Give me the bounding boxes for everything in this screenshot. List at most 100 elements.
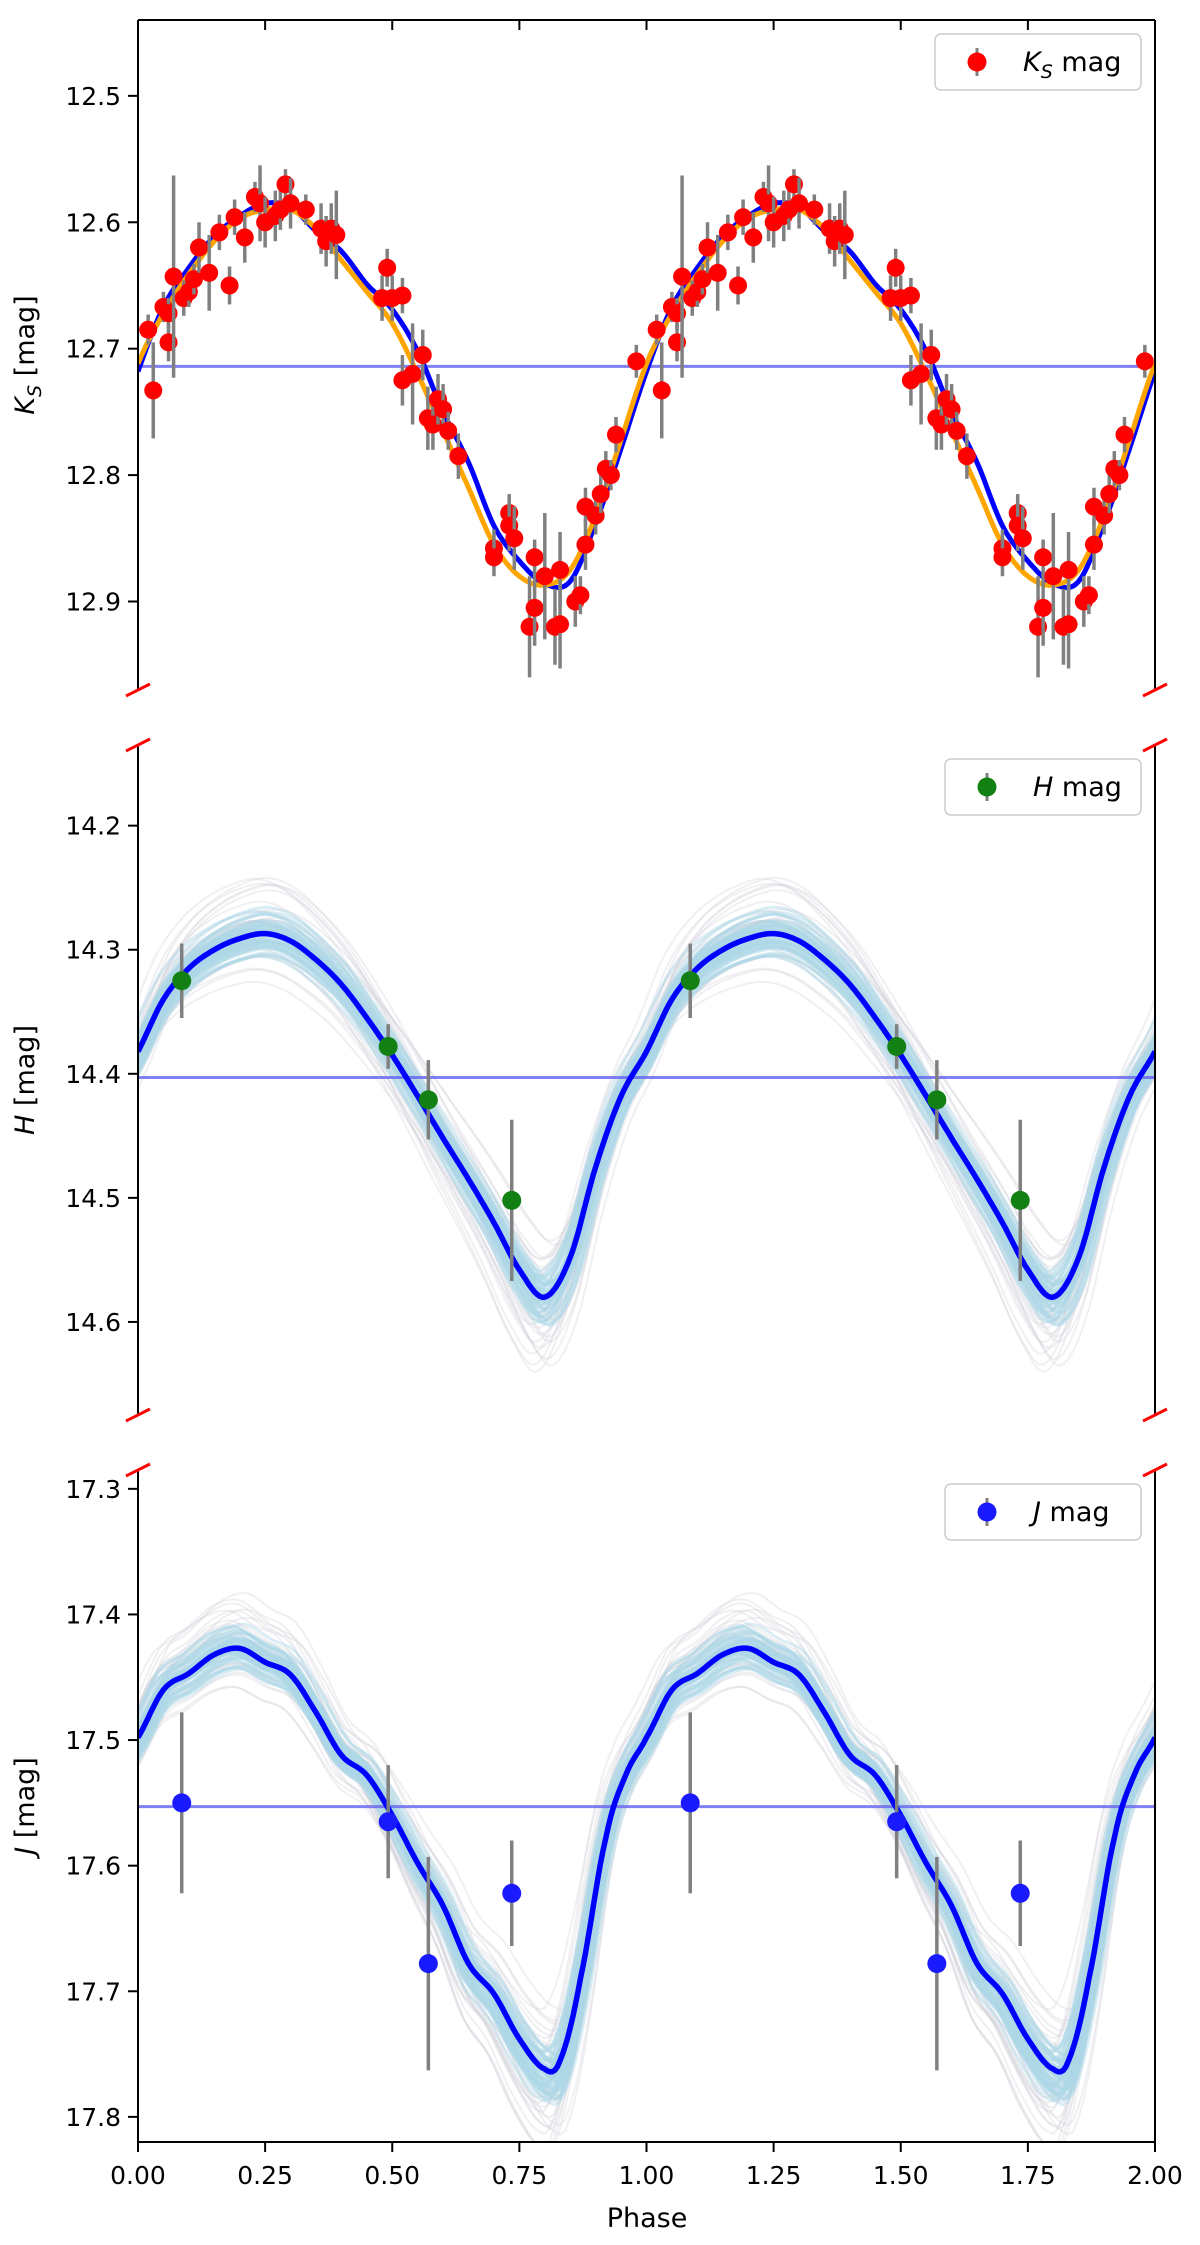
- data-point: [418, 1090, 438, 1110]
- posterior-draw-curve: [138, 953, 1155, 1310]
- posterior-draw-curve: [138, 919, 1155, 1355]
- posterior-draw-curve: [138, 1609, 1155, 2054]
- posterior-draw-curve: [138, 940, 1155, 1292]
- y-tick-label: 12.7: [65, 335, 121, 364]
- data-point: [551, 560, 570, 579]
- posterior-draw-curve: [138, 1671, 1155, 2095]
- data-point: [327, 225, 346, 244]
- posterior-draw-curve: [138, 1657, 1155, 2054]
- posterior-draw-curve: [138, 1667, 1155, 2063]
- data-point: [1110, 466, 1129, 485]
- data-point: [1034, 548, 1053, 567]
- posterior-draw-curve: [138, 1645, 1155, 2103]
- data-point: [418, 1954, 438, 1974]
- data-point: [172, 1793, 192, 1813]
- posterior-draw-curve: [138, 1664, 1155, 2080]
- posterior-draw-curve: [138, 1644, 1155, 2092]
- posterior-draw-curve: [138, 919, 1155, 1315]
- y-axis-label: J [mag]: [10, 1757, 41, 1860]
- posterior-draw-curve: [138, 944, 1155, 1299]
- data-point: [525, 598, 544, 617]
- y-tick-label: 12.9: [65, 588, 121, 617]
- axis-break-mark: [125, 737, 151, 753]
- data-point: [1059, 560, 1078, 579]
- posterior-draw-curve: [138, 1686, 1155, 2082]
- data-point: [601, 466, 620, 485]
- posterior-draw-curve: [138, 1632, 1155, 2099]
- data-point: [708, 263, 727, 282]
- data-point: [449, 447, 468, 466]
- legend-K: KS mag: [934, 33, 1142, 91]
- x-tick-label: 0.25: [237, 2161, 293, 2190]
- data-point: [393, 286, 412, 305]
- data-point: [235, 228, 254, 247]
- data-point: [835, 225, 854, 244]
- posterior-draw-curve: [138, 912, 1155, 1302]
- data-point: [927, 1954, 947, 1974]
- plot-area-H: [138, 876, 1155, 1374]
- posterior-draw-curve: [138, 877, 1155, 1321]
- posterior-draw-curve: [138, 926, 1155, 1349]
- y-tick-label: 17.6: [65, 1852, 121, 1881]
- posterior-draw-curve: [138, 1650, 1155, 2088]
- data-point: [525, 548, 544, 567]
- posterior-draw-curve: [138, 931, 1155, 1367]
- data-point: [502, 1190, 522, 1210]
- data-point: [673, 267, 692, 286]
- posterior-draw-curve: [138, 920, 1155, 1286]
- x-tick-label: 0.00: [110, 2161, 166, 2190]
- y-tick-label: 14.2: [65, 812, 121, 841]
- posterior-draw-curve: [138, 884, 1155, 1299]
- data-point: [1034, 598, 1053, 617]
- data-point: [403, 364, 422, 383]
- data-point: [144, 381, 163, 400]
- legend-label: J mag: [1028, 1497, 1110, 1528]
- data-point: [734, 208, 753, 227]
- posterior-draw-curve: [138, 1648, 1155, 2011]
- data-point: [571, 586, 590, 605]
- axis-break-mark: [125, 682, 151, 698]
- legend-label: H mag: [1033, 772, 1122, 803]
- y-tick-label: 14.4: [65, 1060, 121, 1089]
- data-point: [680, 1793, 700, 1813]
- data-point: [729, 276, 748, 295]
- posterior-draw-curve: [138, 909, 1155, 1329]
- x-tick-label: 1.25: [746, 2161, 802, 2190]
- data-point: [927, 1090, 947, 1110]
- x-axis-label: Phase: [607, 2203, 688, 2234]
- legend-J: J mag: [944, 1483, 1142, 1541]
- posterior-draw-curve: [138, 1648, 1155, 2081]
- posterior-draw-curve: [138, 923, 1155, 1288]
- data-point: [698, 238, 717, 257]
- posterior-draw-curve: [138, 938, 1155, 1260]
- posterior-draw-curve: [138, 1638, 1155, 2127]
- posterior-draw-curve: [138, 955, 1155, 1336]
- posterior-draw-curve: [138, 1637, 1155, 2105]
- data-point: [535, 567, 554, 586]
- y-tick-label: 14.6: [65, 1308, 121, 1337]
- data-point: [190, 238, 209, 257]
- panel-J: 0.00 0.25 0.50 0.75 1.00 1.25 1.50 1.75 2.00 17.3…: [10, 1462, 1183, 2190]
- axis-break-mark: [125, 1407, 151, 1423]
- data-point: [805, 200, 824, 219]
- data-point: [172, 971, 192, 991]
- y-tick-label: 12.8: [65, 461, 121, 490]
- posterior-draw-curve: [138, 1673, 1155, 2050]
- posterior-draw-curve: [138, 1652, 1155, 2069]
- legend-label: KS mag: [1023, 47, 1121, 83]
- posterior-draw-curve: [138, 1663, 1155, 2079]
- posterior-draw-curve: [138, 921, 1155, 1344]
- posterior-draw-curve: [138, 980, 1155, 1296]
- data-point: [922, 346, 941, 364]
- posterior-draw-curve: [138, 919, 1155, 1242]
- data-point: [1013, 529, 1032, 548]
- posterior-draw-curve: [138, 968, 1155, 1305]
- posterior-draw-curve: [138, 912, 1155, 1301]
- posterior-draw-curve: [138, 929, 1155, 1317]
- data-point: [576, 535, 595, 554]
- posterior-draw-curve: [138, 1639, 1155, 2061]
- data-point: [993, 548, 1012, 567]
- x-tick-label: 1.75: [1000, 2161, 1056, 2190]
- posterior-draw-curve: [138, 929, 1155, 1343]
